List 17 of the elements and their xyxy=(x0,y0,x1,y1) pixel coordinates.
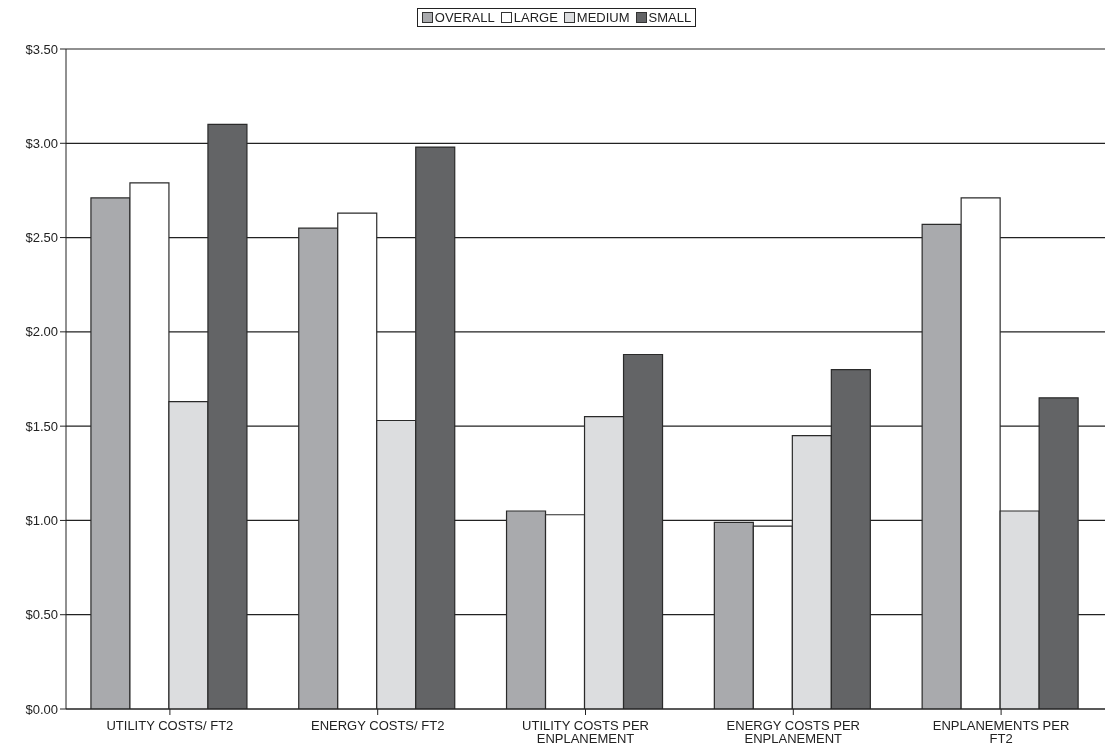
legend-label: MEDIUM xyxy=(575,10,630,25)
x-tick-label: UTILITY COSTS PER ENPLANEMENT xyxy=(522,718,649,747)
x-tick-label: ENERGY COSTS PER ENPLANEMENT xyxy=(726,718,860,747)
y-tick-label: $3.00 xyxy=(25,135,58,151)
x-tick-label: ENERGY COSTS/ FT2 xyxy=(311,718,445,734)
y-tick-label: $1.00 xyxy=(25,513,58,529)
x-tick-label: UTILITY COSTS/ FT2 xyxy=(106,718,234,734)
y-tick-label: $0.00 xyxy=(25,701,58,717)
y-tick-label: $0.50 xyxy=(25,607,58,623)
y-tick-label: $2.50 xyxy=(25,230,58,246)
legend-label: OVERALL xyxy=(433,10,495,25)
legend-label: SMALL xyxy=(647,10,692,25)
y-tick-label: $1.50 xyxy=(25,418,58,434)
y-tick-label: $3.50 xyxy=(25,41,58,57)
y-tick-label: $2.00 xyxy=(25,324,58,340)
x-tick-label: ENPLANEMENTS PER FT2 xyxy=(932,718,1070,747)
legend-label: LARGE xyxy=(512,10,558,25)
